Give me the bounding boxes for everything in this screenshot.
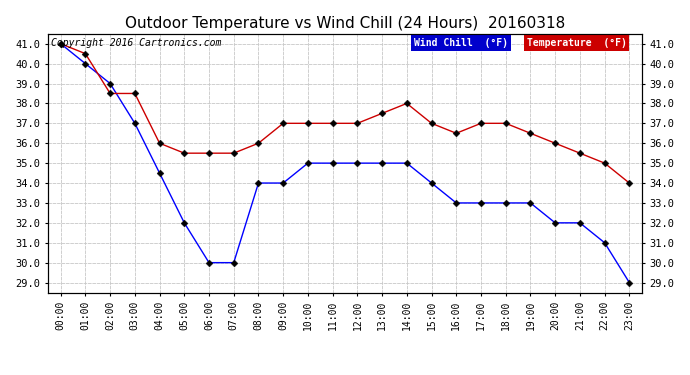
Text: Wind Chill  (°F): Wind Chill (°F): [414, 38, 508, 48]
Text: Temperature  (°F): Temperature (°F): [526, 38, 627, 48]
Title: Outdoor Temperature vs Wind Chill (24 Hours)  20160318: Outdoor Temperature vs Wind Chill (24 Ho…: [125, 16, 565, 31]
Text: Copyright 2016 Cartronics.com: Copyright 2016 Cartronics.com: [51, 38, 221, 48]
